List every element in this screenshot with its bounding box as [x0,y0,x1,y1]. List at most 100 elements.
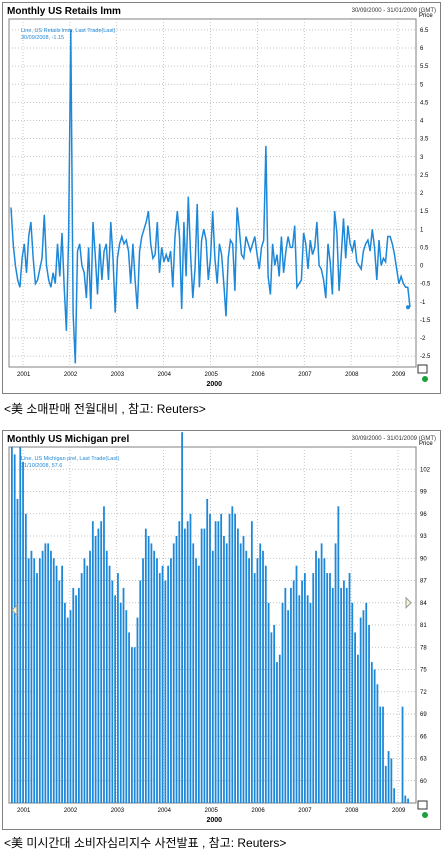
y-tick-label: 93 [420,534,427,540]
y-tick-label: 60 [420,779,427,785]
data-bar [192,543,195,803]
retail-sales-chart-panel: Monthly US Retails lmm 30/09/2000 - 31/0… [2,2,441,394]
data-bar [158,573,161,803]
data-bar [237,528,239,803]
x-tick-label: 2002 [64,372,78,378]
y-tick-label: -2.5 [420,354,431,360]
data-bar [125,610,128,803]
data-bar [231,506,234,803]
x-tick-label: 2008 [345,808,359,814]
data-bar [189,513,192,804]
zoom-icon [417,364,428,374]
data-bar [206,498,209,803]
data-bar [404,795,407,803]
data-bar [83,558,86,804]
data-bar [61,565,64,803]
data-bar [256,558,259,804]
data-bar [356,654,359,803]
x-tick-label: 2007 [298,808,312,814]
data-bar [292,580,295,803]
x-tick-label: 2002 [64,808,78,814]
data-bar [50,550,52,803]
data-bar [27,558,30,804]
legend-last-value: 30/09/2008, -1.15 [21,35,64,41]
data-bar [133,647,136,804]
y-tick-label: 3.5 [420,137,429,143]
data-bar [72,587,75,803]
data-bar [144,528,147,803]
y-tick-label: 96 [420,512,427,518]
data-bar [11,447,13,803]
data-bar [66,617,69,803]
data-bar [242,536,245,803]
data-bar [225,543,228,803]
y-tick-label: 69 [420,712,427,718]
data-bar [259,543,262,803]
data-bar [384,765,387,803]
data-bar [401,706,404,803]
data-bar [298,595,301,803]
y-tick-label: 87 [420,579,427,585]
x-axis-year-label: 2000 [207,817,223,824]
data-bar [22,461,24,803]
data-bar [273,625,276,803]
data-bar [44,543,47,803]
data-bar [390,758,393,803]
data-bar [69,610,72,803]
data-bar [122,587,125,803]
data-bar [329,573,331,803]
data-bar [114,595,117,803]
data-bar [103,506,105,803]
y-tick-label: 75 [420,668,427,674]
retail-sales-line-chart: -2.5 -2 -1.5 -1 -0.5 0 0.5 1 1.5 2 2.5 3 3.5 4 4.5 5 5.5… [8,13,433,388]
data-bar [164,580,167,803]
y-tick-label: 78 [420,645,427,651]
data-bar [337,506,340,803]
y-tick-label: 0 [420,264,424,270]
data-bar [239,543,242,803]
y-tick-label: 6 [420,46,424,52]
data-bar [41,550,44,803]
y-tick-label: 2 [420,191,424,197]
x-tick-label: 2004 [158,808,172,814]
y-tick-label: 1.5 [420,209,429,215]
data-bar [370,662,373,803]
data-bar [97,528,100,803]
data-bar [368,625,370,803]
data-bar [91,521,94,803]
data-bar [270,632,273,803]
data-bar [362,610,365,803]
y-tick-label: -1.5 [420,318,431,324]
data-bar [393,788,396,803]
price-label: Price [419,441,433,447]
data-bar [172,543,175,803]
data-bar [64,602,66,804]
price-label: Price [419,13,433,19]
data-bar [80,573,83,803]
x-tick-label: 2006 [251,808,265,814]
data-bar [220,513,223,804]
y-tick-label: 2.5 [420,173,429,179]
data-bar [365,602,368,804]
data-bar [105,550,108,803]
data-bar [150,543,153,803]
data-bar [320,543,323,803]
data-bar [147,536,150,803]
data-bar [167,565,170,803]
data-bar [130,647,133,804]
data-bar [295,565,298,803]
data-bar [351,602,354,804]
data-bar [234,513,237,804]
y-tick-label: 1 [420,227,424,233]
data-bar [33,558,36,804]
data-bar [262,550,264,803]
data-bar [264,565,267,803]
x-tick-label: 2003 [111,808,125,814]
data-bar [290,587,292,803]
data-bar [211,550,214,803]
data-bar [376,684,379,803]
data-bar [86,565,89,803]
legend-series: Line, US Michigan prel, Last Trade(Last) [21,456,120,462]
chart-title: Monthly US Retails lmm [7,6,121,17]
data-bar [217,521,220,803]
